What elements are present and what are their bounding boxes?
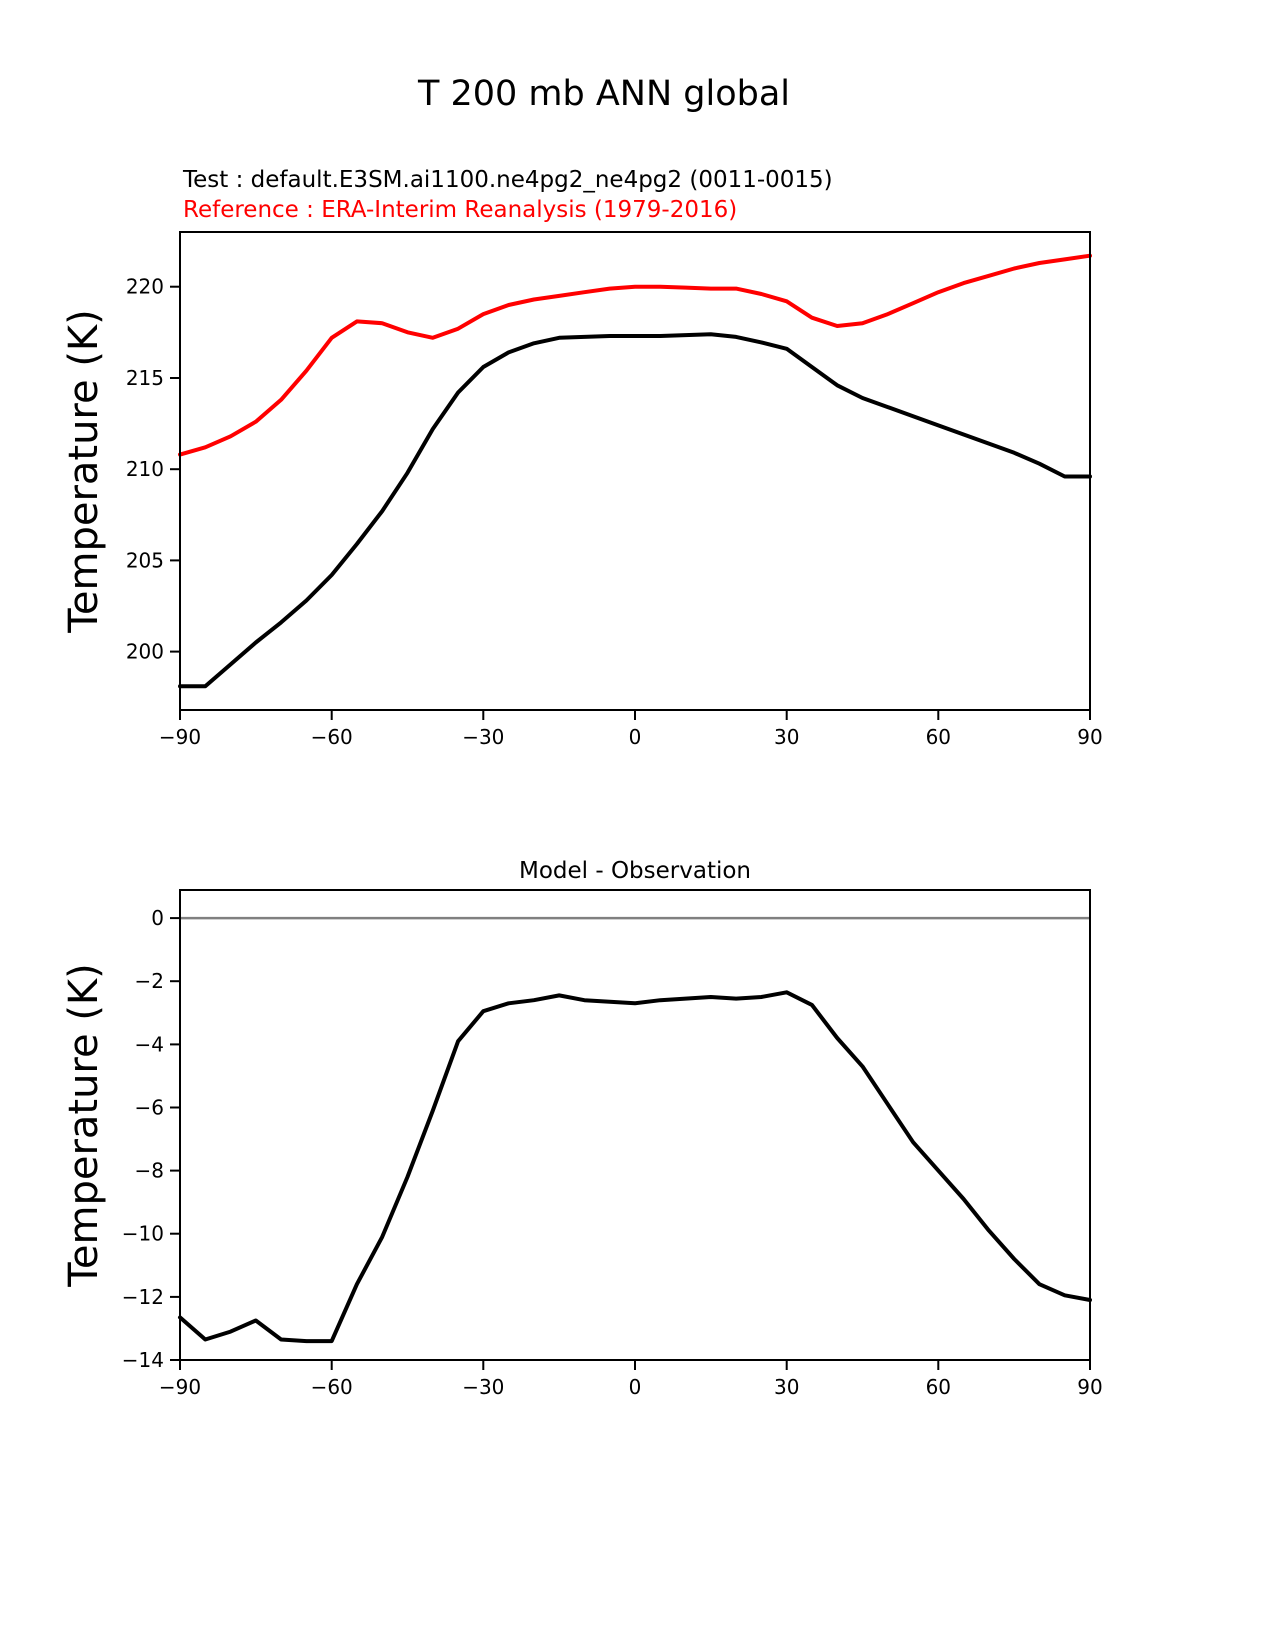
y-axis-label: Temperature (K) — [61, 309, 107, 634]
x-tick-label: 60 — [926, 725, 951, 749]
y-tick-label: −12 — [122, 1285, 164, 1309]
y-tick-label: 220 — [126, 275, 164, 299]
x-tick-label: 30 — [774, 1375, 799, 1399]
x-tick-label: 90 — [1077, 1375, 1102, 1399]
axes-frame — [179, 231, 1091, 711]
series-line-model-observation — [178, 990, 1092, 1344]
y-axis-label: Temperature (K) — [61, 963, 107, 1288]
series-line-test — [178, 332, 1092, 689]
x-tick-label: 60 — [926, 1375, 951, 1399]
x-tick-label: −90 — [159, 725, 201, 749]
y-tick-label: −6 — [135, 1096, 164, 1120]
x-tick-label: −90 — [159, 1375, 201, 1399]
y-tick-label: 0 — [151, 906, 164, 930]
y-tick-label: −4 — [135, 1032, 164, 1056]
y-tick-label: 205 — [126, 548, 164, 572]
chart-title: Model - Observation — [519, 858, 751, 884]
x-tick-label: 30 — [774, 725, 799, 749]
x-tick-label: 0 — [629, 1375, 642, 1399]
bottom-chart: −90 −60 −30 0 30 60 90 0 −2 −4 −6 −8 −10 −12 −14 Model … — [61, 858, 1103, 1399]
x-tick-label: −30 — [462, 1375, 504, 1399]
y-tick-label: 200 — [126, 640, 164, 664]
x-tick-label: −60 — [311, 1375, 353, 1399]
x-tick-label: 90 — [1077, 725, 1102, 749]
y-tick-label: 215 — [126, 366, 164, 390]
x-tick-label: −30 — [462, 725, 504, 749]
y-tick-label: −14 — [122, 1348, 164, 1372]
y-tick-label: 210 — [126, 457, 164, 481]
x-tick-label: 0 — [629, 725, 642, 749]
page-title: T 200 mb ANN global — [417, 74, 791, 114]
x-tick-label: −60 — [311, 725, 353, 749]
legend-test-label: Test : default.E3SM.ai1100.ne4pg2_ne4pg2… — [183, 167, 833, 193]
legend-reference-label: Reference : ERA-Interim Reanalysis (1979… — [183, 197, 738, 223]
y-tick-label: −8 — [135, 1159, 164, 1183]
top-chart: −90 −60 −30 0 30 60 90 200 205 210 215 220 Temperatu… — [61, 231, 1103, 749]
y-tick-label: −10 — [122, 1222, 164, 1246]
series-line-reference — [178, 253, 1092, 457]
axes-frame — [179, 889, 1091, 1361]
y-tick-label: −2 — [135, 969, 164, 993]
legend-block: Test : default.E3SM.ai1100.ne4pg2_ne4pg2… — [183, 165, 833, 225]
